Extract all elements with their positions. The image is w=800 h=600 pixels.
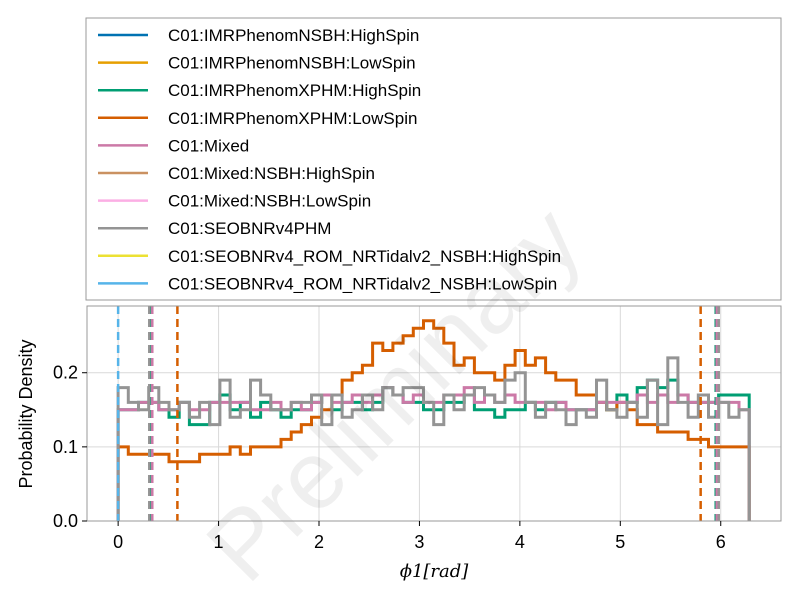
- legend-label: C01:Mixed: [168, 136, 249, 155]
- x-tick-label: 4: [515, 532, 525, 552]
- series-layer: [116, 319, 751, 521]
- legend-label: C01:IMRPhenomNSBH:HighSpin: [168, 26, 419, 45]
- legend-label: C01:Mixed:NSBH:HighSpin: [168, 164, 375, 183]
- legend-label: C01:SEOBNRv4_ROM_NRTidalv2_NSBH:HighSpin: [168, 247, 561, 266]
- y-tick-label: 0.0: [53, 511, 78, 531]
- legend-label: C01:SEOBNRv4_ROM_NRTidalv2_NSBH:LowSpin: [168, 274, 557, 293]
- x-tick-label: 5: [615, 532, 625, 552]
- plot-frame: [86, 305, 782, 522]
- legend-label: C01:IMRPhenomNSBH:LowSpin: [168, 54, 416, 73]
- y-tick-label: 0.1: [53, 437, 78, 457]
- legend-label: C01:Mixed:NSBH:LowSpin: [168, 192, 371, 211]
- y-axis-label: Probability Density: [16, 339, 36, 488]
- x-tick-label: 3: [414, 532, 424, 552]
- legend-label: C01:IMRPhenomXPHM:HighSpin: [168, 81, 421, 100]
- x-tick-label: 2: [314, 532, 324, 552]
- axis-ticks: 0 1 2 3 4 5 6 0.0 0.1 0.2: [53, 363, 726, 552]
- x-tick-label: 6: [716, 532, 726, 552]
- legend: C01:IMRPhenomNSBH:HighSpin C01:IMRPhenomN…: [85, 17, 782, 301]
- credible-interval-lines: [116, 306, 720, 521]
- legend-label: C01:IMRPhenomXPHM:LowSpin: [168, 109, 417, 128]
- x-axis-label: ϕ1[rad]: [400, 561, 470, 582]
- x-tick-label: 1: [214, 532, 224, 552]
- y-tick-label: 0.2: [53, 363, 78, 383]
- histogram-series: [116, 356, 751, 521]
- legend-frame: [85, 17, 782, 301]
- legend-label: C01:SEOBNRv4PHM: [168, 219, 331, 238]
- x-tick-label: 0: [113, 532, 123, 552]
